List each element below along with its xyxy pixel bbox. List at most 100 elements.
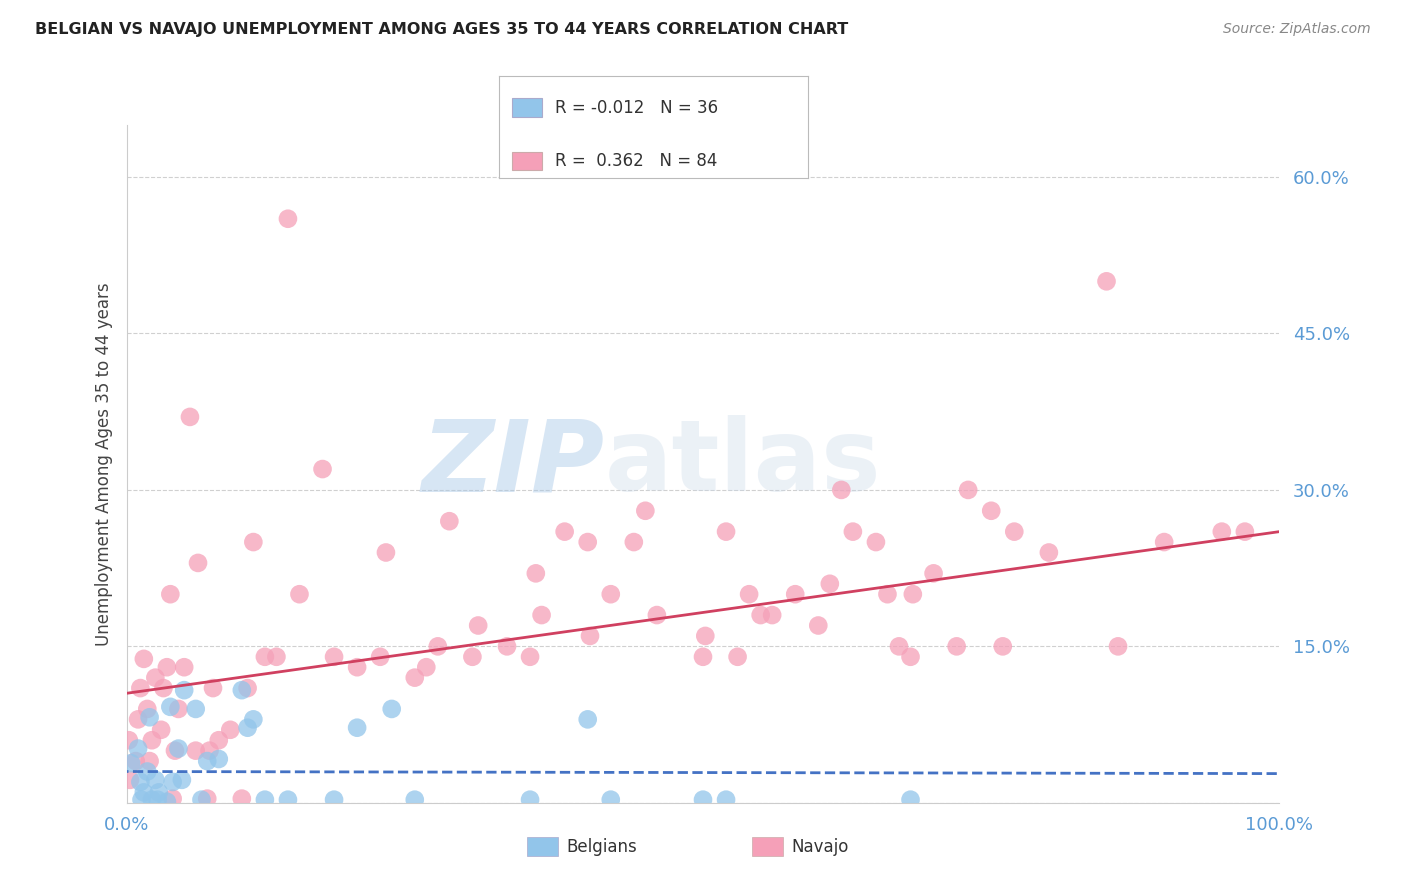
Point (381, 702, 404, 716)
Point (156, 660, 179, 674)
Point (346, 721, 368, 735)
Point (1002, 524, 1025, 539)
Point (198, 744, 221, 758)
Point (530, 608, 553, 623)
Point (461, 649, 484, 664)
Point (136, 702, 159, 716)
Point (118, 772, 141, 787)
Point (818, 576, 841, 591)
FancyBboxPatch shape (512, 98, 543, 117)
Point (1153, 535, 1175, 549)
Point (277, 792, 299, 806)
Point (162, 791, 184, 805)
Point (830, 483, 852, 497)
Text: ZIP: ZIP (422, 416, 605, 512)
Point (922, 566, 945, 581)
Point (195, 754, 218, 768)
Point (439, 514, 461, 528)
Point (242, 712, 264, 726)
Point (129, 681, 152, 695)
Point (125, 754, 148, 768)
Point (208, 752, 231, 766)
Point (145, 671, 166, 685)
Point (467, 618, 489, 632)
Point (404, 792, 426, 806)
Point (404, 671, 426, 685)
Point (127, 712, 149, 726)
Point (170, 772, 193, 787)
Point (138, 710, 160, 724)
Point (695, 629, 717, 643)
Point (231, 683, 253, 698)
Point (1107, 640, 1129, 654)
Point (901, 587, 924, 601)
Point (980, 504, 1002, 518)
Point (236, 721, 259, 735)
Point (236, 681, 259, 695)
Point (201, 681, 224, 695)
Point (738, 587, 761, 601)
Point (554, 524, 576, 539)
Point (714, 524, 737, 539)
Point (599, 587, 621, 601)
Point (323, 649, 346, 664)
Point (842, 524, 865, 539)
Point (1095, 274, 1118, 288)
Point (749, 608, 772, 623)
Point (346, 660, 368, 674)
Point (253, 649, 276, 664)
Point (184, 744, 207, 758)
Point (623, 535, 645, 549)
Text: Source: ZipAtlas.com: Source: ZipAtlas.com (1223, 22, 1371, 37)
FancyBboxPatch shape (512, 152, 543, 170)
Point (152, 681, 174, 695)
Point (957, 483, 980, 497)
Point (173, 683, 195, 698)
Point (136, 764, 159, 779)
Point (131, 792, 153, 806)
Point (524, 566, 547, 581)
Point (599, 792, 621, 806)
Point (887, 640, 910, 654)
Point (519, 792, 541, 806)
Point (118, 733, 141, 747)
Point (727, 649, 749, 664)
Point (231, 791, 253, 805)
Point (132, 785, 155, 799)
Point (692, 792, 714, 806)
Point (1038, 545, 1060, 559)
Point (167, 702, 190, 716)
Point (141, 733, 163, 747)
Point (167, 741, 190, 756)
Point (714, 792, 737, 806)
Point (219, 723, 242, 737)
Point (141, 792, 163, 806)
Point (156, 795, 179, 809)
Point (138, 754, 160, 768)
Point (415, 660, 437, 674)
Point (132, 652, 155, 666)
Point (368, 649, 391, 664)
Point (1233, 524, 1256, 539)
Point (159, 587, 181, 601)
Point (242, 535, 264, 549)
Point (184, 702, 207, 716)
Point (900, 792, 922, 806)
Point (645, 608, 668, 623)
Point (579, 629, 602, 643)
Point (311, 462, 333, 476)
Point (692, 649, 714, 664)
Point (865, 535, 887, 549)
Y-axis label: Unemployment Among Ages 35 to 44 years: Unemployment Among Ages 35 to 44 years (94, 282, 112, 646)
Point (146, 792, 169, 806)
Point (145, 772, 166, 787)
Text: R = -0.012   N = 36: R = -0.012 N = 36 (555, 99, 718, 117)
Point (163, 744, 186, 758)
Point (190, 792, 212, 806)
Point (288, 587, 311, 601)
Text: atlas: atlas (605, 416, 882, 512)
Text: Belgians: Belgians (567, 838, 637, 855)
Point (576, 535, 599, 549)
Point (150, 723, 173, 737)
Point (179, 409, 201, 424)
